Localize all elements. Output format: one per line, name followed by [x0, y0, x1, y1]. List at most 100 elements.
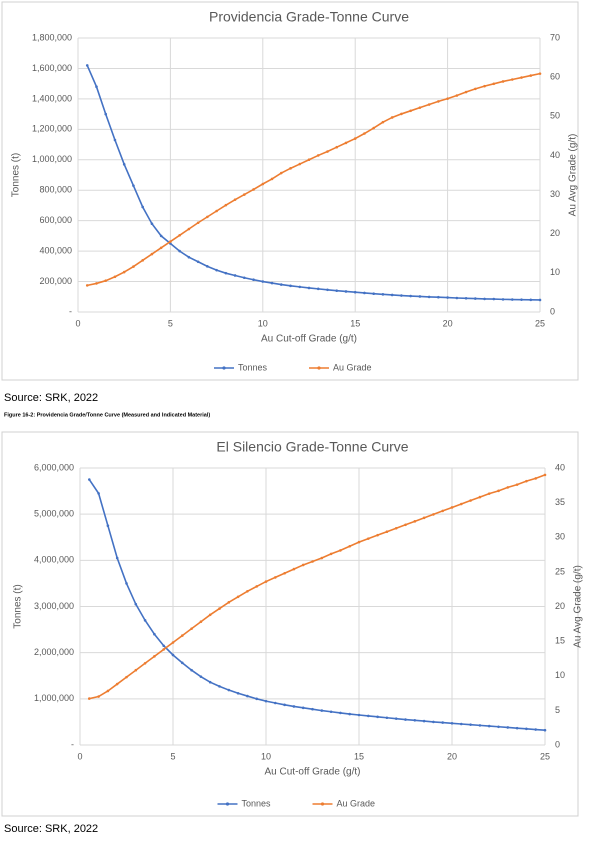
point: [400, 112, 403, 116]
legend-marker: [317, 366, 321, 370]
point: [187, 255, 191, 259]
y2-tick-label: 35: [555, 497, 565, 507]
point: [115, 556, 119, 560]
point: [115, 682, 119, 686]
point: [367, 714, 370, 718]
point: [227, 601, 231, 604]
point: [162, 648, 165, 651]
chart-title: El Silencio Grade-Tonne Curve: [216, 439, 408, 455]
point: [478, 724, 482, 727]
point: [353, 290, 357, 294]
point: [88, 478, 91, 481]
point: [190, 627, 193, 630]
point: [243, 193, 246, 196]
x-axis-title: Au Cut-off Grade (g/t): [265, 767, 361, 778]
point: [113, 138, 117, 142]
point: [376, 715, 379, 719]
point: [372, 292, 375, 296]
x-tick-label: 20: [447, 751, 457, 761]
point: [437, 295, 440, 299]
point: [404, 718, 407, 721]
x-tick-label: 10: [258, 318, 268, 328]
point: [178, 249, 181, 253]
point: [320, 556, 324, 560]
point: [344, 141, 348, 145]
point: [492, 82, 496, 86]
legend-label: Tonnes: [238, 362, 268, 372]
point: [357, 540, 361, 544]
point: [543, 473, 547, 477]
point: [506, 726, 510, 729]
point: [104, 112, 108, 116]
point: [497, 725, 500, 729]
x-tick-label: 25: [540, 751, 550, 761]
point: [243, 276, 246, 280]
y2-tick-label: 30: [550, 189, 560, 199]
point: [385, 716, 389, 720]
point: [381, 120, 385, 124]
point: [487, 492, 491, 495]
point: [236, 691, 240, 695]
point: [520, 298, 523, 301]
point: [233, 198, 237, 201]
point: [326, 150, 329, 153]
source: Source: SRK, 2022: [4, 392, 98, 404]
point: [525, 727, 528, 731]
legend-label: Tonnes: [242, 798, 272, 808]
point: [390, 116, 394, 119]
point: [246, 589, 249, 593]
point: [134, 668, 138, 672]
y-tick-label: 600,000: [39, 215, 72, 225]
point: [320, 709, 324, 712]
point: [357, 713, 361, 717]
point: [301, 563, 305, 567]
point: [88, 697, 91, 700]
legend-label: Au Grade: [333, 362, 372, 372]
point: [274, 701, 277, 705]
point: [432, 720, 435, 724]
y2-tick-label: 40: [550, 150, 560, 160]
y2-tick-label: 10: [550, 267, 560, 277]
point: [501, 298, 505, 301]
point: [510, 298, 514, 301]
y2-tick-label: 70: [550, 32, 560, 42]
point: [218, 607, 221, 610]
point: [95, 282, 98, 285]
x-tick-label: 10: [261, 751, 271, 761]
point: [538, 72, 542, 75]
point: [381, 293, 385, 296]
point: [298, 162, 302, 166]
point: [534, 728, 537, 731]
point: [206, 215, 209, 219]
point: [122, 270, 126, 274]
point: [132, 265, 135, 268]
point: [400, 294, 403, 297]
point: [187, 227, 191, 231]
series-line: [86, 65, 541, 301]
point: [413, 719, 417, 722]
point: [326, 288, 329, 292]
point: [515, 483, 519, 486]
figure-caption: Figure 16-2: Providencia Grade/Tonne Cur…: [4, 412, 210, 418]
point: [283, 703, 286, 707]
point: [274, 576, 277, 579]
x-tick-label: 15: [350, 318, 360, 328]
point: [143, 619, 147, 622]
point: [483, 297, 486, 301]
y-tick-label: 4,000,000: [34, 555, 74, 565]
y2-tick-label: 20: [555, 601, 565, 611]
point: [181, 661, 184, 665]
point: [510, 78, 514, 81]
point: [97, 695, 100, 698]
y-tick-label: 1,000,000: [34, 693, 74, 703]
x-axis-title: Au Cut-off Grade (g/t): [261, 334, 357, 345]
series-line: [88, 479, 546, 732]
point: [469, 499, 472, 502]
point: [335, 145, 339, 149]
point: [427, 295, 431, 299]
point: [261, 280, 265, 283]
point: [255, 585, 258, 588]
point: [487, 724, 491, 728]
